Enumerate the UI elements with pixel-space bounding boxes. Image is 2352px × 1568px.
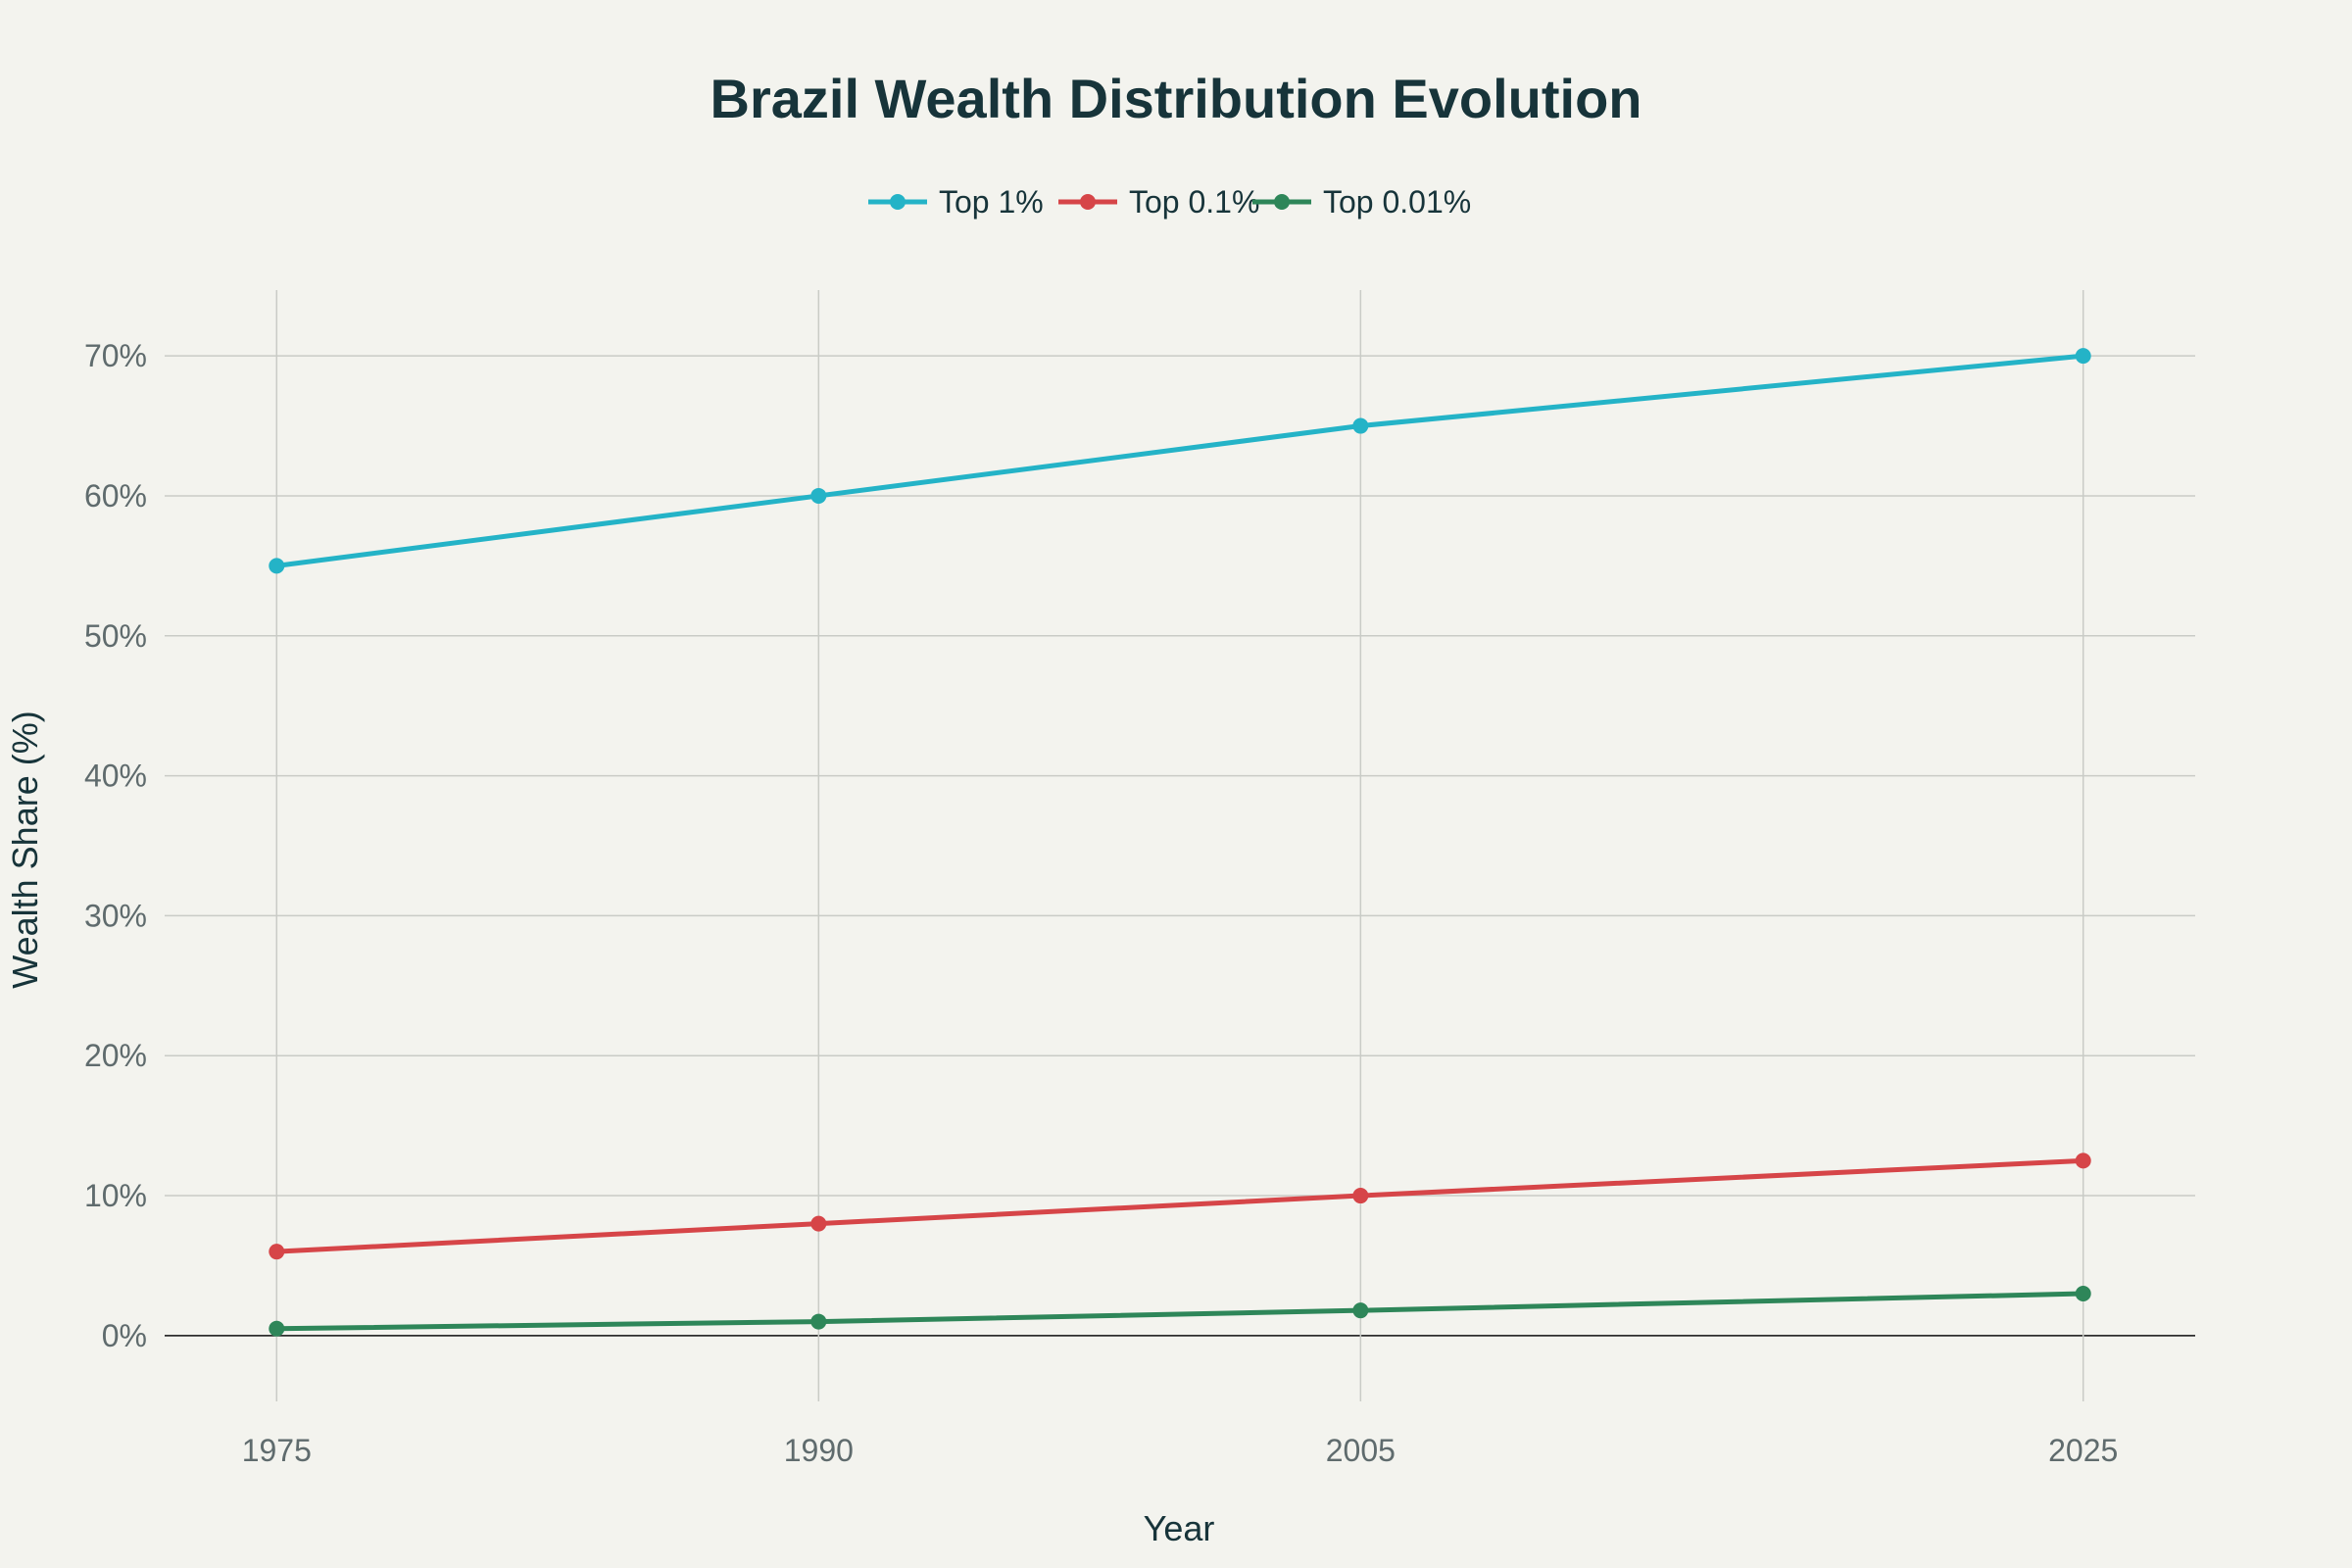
legend-item[interactable]: Top 0.1%: [1058, 184, 1259, 220]
data-point[interactable]: [269, 1320, 285, 1337]
data-point[interactable]: [810, 487, 827, 504]
y-tick-label: 20%: [84, 1038, 147, 1073]
y-axis-title: Wealth Share (%): [5, 710, 45, 988]
legend-label: Top 0.1%: [1129, 184, 1259, 220]
legend-label: Top 1%: [939, 184, 1044, 220]
data-point[interactable]: [2075, 1152, 2091, 1169]
data-point[interactable]: [2075, 1286, 2091, 1302]
data-point[interactable]: [269, 1244, 285, 1260]
data-point[interactable]: [1352, 417, 1369, 434]
ticks: 0% 10% 20% 30% 40% 50% 60% 70% 1975 1990 2005 2025: [84, 338, 2118, 1468]
data-point[interactable]: [810, 1215, 827, 1232]
series-line: [276, 1157, 2083, 1254]
y-tick-label: 50%: [84, 618, 147, 654]
y-tick-label: 0%: [102, 1318, 147, 1353]
data-point[interactable]: [810, 1313, 827, 1330]
legend-item[interactable]: Top 1%: [868, 184, 1044, 220]
legend-swatch-marker: [1274, 194, 1290, 210]
y-tick-label: 60%: [84, 478, 147, 514]
x-tick-label: 1990: [784, 1433, 854, 1468]
data-point[interactable]: [269, 558, 285, 574]
x-tick-label: 1975: [242, 1433, 312, 1468]
series-lines: [269, 348, 2091, 1337]
grid: [165, 290, 2195, 1401]
x-axis-title: Year: [1144, 1508, 1215, 1548]
data-point[interactable]: [2075, 348, 2091, 365]
legend-swatch-marker: [890, 194, 906, 210]
series-group: [269, 1152, 2091, 1260]
series-group: [269, 348, 2091, 574]
y-tick-label: 70%: [84, 338, 147, 373]
x-tick-label: 2025: [2048, 1433, 2118, 1468]
y-tick-label: 40%: [84, 759, 147, 794]
data-point[interactable]: [1352, 1302, 1369, 1319]
data-point[interactable]: [1352, 1188, 1369, 1204]
legend-label: Top 0.01%: [1323, 184, 1471, 220]
x-tick-label: 2005: [1326, 1433, 1396, 1468]
series-line: [276, 1291, 2083, 1332]
legend: Top 1% Top 0.1% Top 0.01%: [868, 184, 1471, 220]
series-group: [269, 1286, 2091, 1337]
series-line: [275, 353, 2083, 568]
legend-swatch-marker: [1080, 194, 1096, 210]
chart-title: Brazil Wealth Distribution Evolution: [710, 68, 1642, 129]
legend-item[interactable]: Top 0.01%: [1252, 184, 1471, 220]
y-tick-label: 10%: [84, 1178, 147, 1213]
y-tick-label: 30%: [84, 898, 147, 933]
